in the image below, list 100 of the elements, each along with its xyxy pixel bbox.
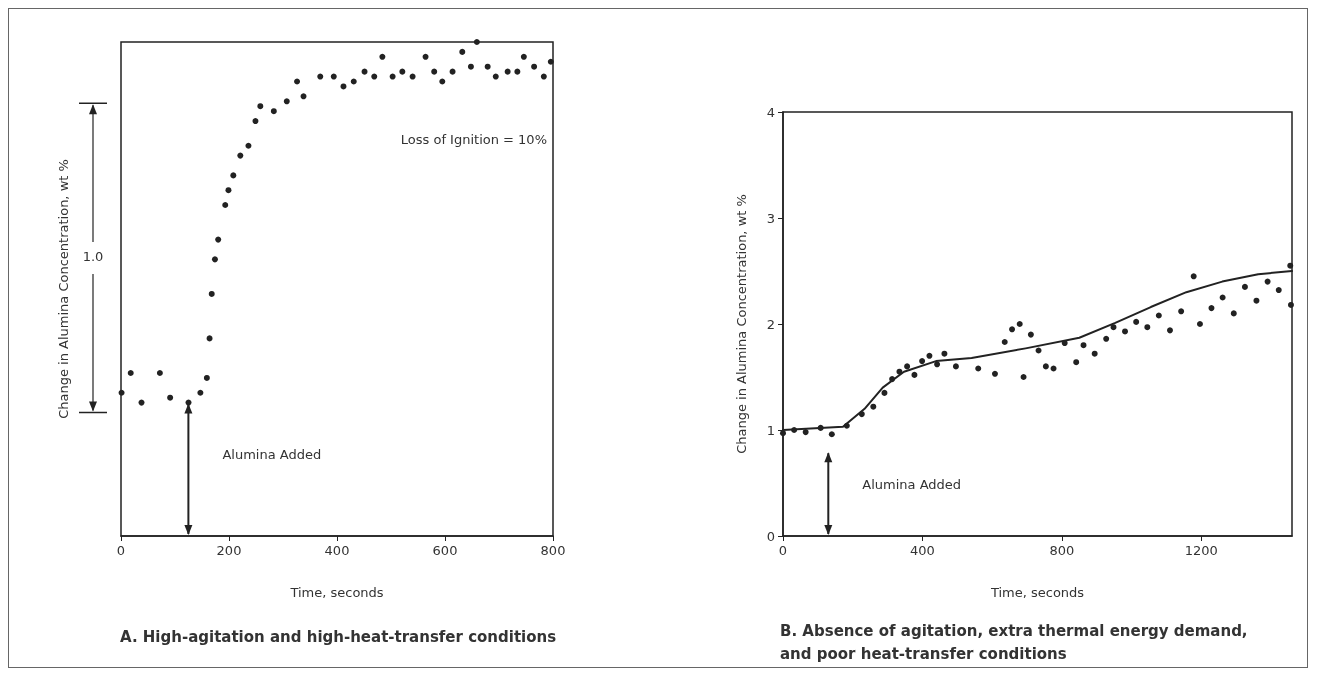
point (1073, 359, 1080, 366)
point (371, 73, 378, 80)
point (484, 63, 491, 70)
point (1287, 262, 1294, 269)
point (791, 427, 798, 433)
point (941, 350, 948, 357)
point (1042, 363, 1049, 370)
annotation: Alumina Added (222, 447, 322, 463)
point (843, 422, 850, 429)
point (230, 172, 237, 179)
point (492, 73, 499, 80)
point (1178, 308, 1185, 315)
point (1287, 301, 1294, 308)
point (1144, 324, 1151, 331)
y-axis-title: Change in Alumina Concentration, wt % (55, 159, 71, 419)
point (858, 411, 865, 418)
x-axis-title: Time, seconds (989, 585, 1085, 600)
point (118, 389, 125, 396)
point (211, 256, 218, 263)
point (817, 424, 824, 431)
point (473, 39, 480, 45)
point (215, 236, 222, 243)
point (952, 363, 959, 370)
point (1253, 297, 1260, 304)
point (802, 429, 809, 436)
point (431, 68, 438, 75)
x-tick-label: 0 (116, 543, 126, 558)
point (1020, 374, 1027, 380)
x-tick-label: 400 (324, 543, 350, 558)
point (222, 202, 229, 209)
x-axis-title: Time, seconds (289, 585, 384, 600)
point (379, 53, 386, 60)
point (1080, 342, 1087, 349)
point (257, 103, 264, 110)
point (1122, 328, 1129, 335)
annotation: Loss of Ignition = 10% (400, 132, 547, 148)
x-tick-label: 600 (432, 543, 458, 558)
point (409, 73, 416, 80)
point (389, 73, 396, 80)
point (919, 358, 926, 365)
point (1190, 273, 1197, 280)
x-tick-label: 200 (216, 543, 242, 558)
y-tick-label: 3 (766, 210, 775, 226)
point (1016, 321, 1023, 327)
point (459, 48, 466, 55)
annotation: Alumina Added (862, 476, 962, 492)
point (881, 389, 888, 396)
point (531, 63, 538, 70)
point (167, 394, 174, 401)
point (870, 403, 877, 410)
point (547, 58, 554, 65)
point (889, 376, 896, 383)
point (245, 142, 252, 149)
point (520, 53, 527, 60)
point (237, 152, 244, 159)
point (1196, 321, 1203, 327)
point (991, 370, 998, 377)
point (514, 68, 521, 75)
point (1155, 312, 1162, 319)
point (1061, 340, 1068, 347)
point (1241, 283, 1248, 290)
point (1230, 310, 1237, 317)
point (1050, 365, 1057, 372)
point (1219, 294, 1226, 301)
point (1035, 347, 1042, 354)
point (904, 363, 911, 370)
point (127, 369, 134, 376)
point (975, 365, 982, 372)
point (896, 368, 903, 375)
point (1208, 305, 1215, 312)
point (1091, 350, 1098, 357)
text: 1.0 (82, 249, 104, 265)
point (1027, 331, 1034, 338)
point (197, 389, 204, 396)
point (540, 73, 547, 80)
point (911, 371, 918, 378)
point (422, 53, 429, 60)
x-tick-label: 400 (910, 543, 935, 558)
point (828, 431, 835, 438)
point (252, 118, 259, 125)
x-tick-label: 800 (1049, 543, 1075, 558)
y-tick-label: 4 (766, 104, 775, 120)
point (340, 83, 347, 90)
point (1103, 335, 1110, 342)
point (1110, 324, 1117, 331)
point (504, 68, 511, 75)
point (1009, 326, 1016, 333)
y-axis-title: Change in Alumina Concentration, wt % (733, 194, 749, 454)
point (283, 98, 290, 105)
x-tick-label: 1200 (1184, 543, 1218, 558)
point (926, 352, 933, 359)
point (206, 335, 213, 342)
point (294, 78, 301, 85)
y-tick-label: 2 (766, 316, 775, 332)
point (1264, 278, 1271, 285)
y-tick-label: 0 (766, 528, 775, 544)
point (1133, 318, 1140, 325)
point (156, 369, 163, 376)
point (208, 290, 215, 297)
point (317, 73, 324, 80)
